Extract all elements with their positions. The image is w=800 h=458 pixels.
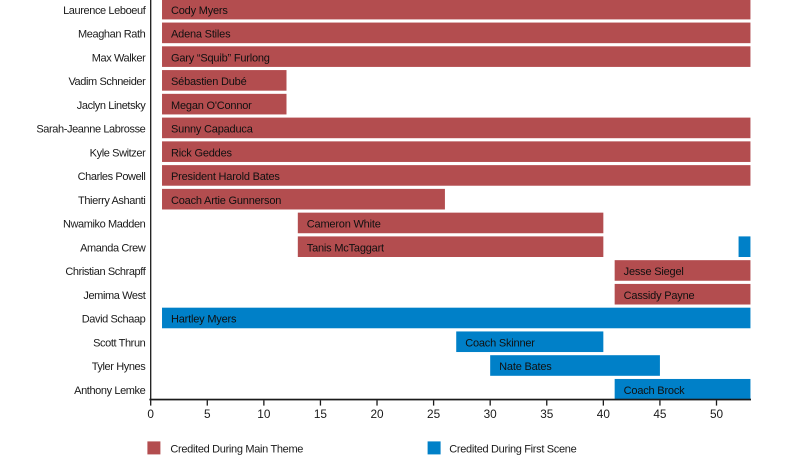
- svg-text:Credited During Main Theme: Credited During Main Theme: [170, 443, 303, 455]
- svg-text:Adena Stiles: Adena Stiles: [171, 29, 231, 41]
- svg-text:15: 15: [314, 407, 328, 421]
- svg-text:Coach Brock: Coach Brock: [624, 385, 685, 397]
- svg-text:Laurence Leboeuf: Laurence Leboeuf: [63, 5, 147, 17]
- svg-text:20: 20: [370, 407, 384, 421]
- svg-text:President Harold Bates: President Harold Bates: [171, 171, 280, 183]
- svg-text:Credited During First Scene: Credited During First Scene: [449, 443, 576, 455]
- svg-text:5: 5: [204, 407, 211, 421]
- svg-text:Anthony Lemke: Anthony Lemke: [74, 385, 146, 397]
- svg-text:25: 25: [427, 407, 441, 421]
- svg-text:Max Walker: Max Walker: [92, 52, 146, 64]
- svg-text:Tyler Hynes: Tyler Hynes: [92, 361, 147, 373]
- svg-text:Coach Artie Gunnerson: Coach Artie Gunnerson: [171, 195, 281, 207]
- svg-text:Jemima West: Jemima West: [83, 290, 145, 302]
- svg-text:Megan O'Connor: Megan O'Connor: [171, 100, 252, 112]
- svg-text:Meaghan Rath: Meaghan Rath: [78, 29, 146, 41]
- svg-text:Nwamiko Madden: Nwamiko Madden: [63, 219, 146, 231]
- svg-text:David Schaap: David Schaap: [82, 314, 146, 326]
- svg-text:Thierry Ashanti: Thierry Ashanti: [78, 195, 145, 207]
- svg-text:Sunny Capaduca: Sunny Capaduca: [171, 124, 254, 136]
- svg-text:45: 45: [653, 407, 667, 421]
- svg-text:Jesse Siegel: Jesse Siegel: [624, 266, 684, 278]
- svg-text:Hartley Myers: Hartley Myers: [171, 314, 237, 326]
- svg-text:10: 10: [257, 407, 271, 421]
- svg-text:Tanis McTaggart: Tanis McTaggart: [307, 242, 384, 254]
- svg-text:Sarah-Jeanne Labrosse: Sarah-Jeanne Labrosse: [36, 124, 145, 136]
- svg-text:Sébastien Dubé: Sébastien Dubé: [171, 76, 247, 88]
- svg-text:40: 40: [597, 407, 611, 421]
- svg-text:50: 50: [710, 407, 724, 421]
- svg-text:Cody Myers: Cody Myers: [171, 5, 228, 17]
- svg-text:Nate Bates: Nate Bates: [499, 361, 552, 373]
- svg-text:Gary “Squib” Furlong: Gary “Squib” Furlong: [171, 52, 270, 64]
- svg-text:Rick Geddes: Rick Geddes: [171, 147, 232, 159]
- svg-text:Coach Skinner: Coach Skinner: [465, 337, 535, 349]
- svg-text:30: 30: [484, 407, 498, 421]
- svg-text:Amanda Crew: Amanda Crew: [80, 242, 146, 254]
- svg-text:Cameron White: Cameron White: [307, 219, 381, 231]
- svg-text:Scott Thrun: Scott Thrun: [93, 337, 146, 349]
- svg-text:0: 0: [147, 407, 154, 421]
- svg-text:Cassidy Payne: Cassidy Payne: [624, 290, 695, 302]
- svg-text:Vadim Schneider: Vadim Schneider: [68, 76, 146, 88]
- svg-text:Charles Powell: Charles Powell: [78, 171, 146, 183]
- svg-text:Christian Schrapff: Christian Schrapff: [65, 266, 146, 278]
- svg-text:Jaclyn Linetsky: Jaclyn Linetsky: [77, 100, 146, 112]
- svg-text:Kyle Switzer: Kyle Switzer: [90, 147, 146, 159]
- svg-text:35: 35: [540, 407, 554, 421]
